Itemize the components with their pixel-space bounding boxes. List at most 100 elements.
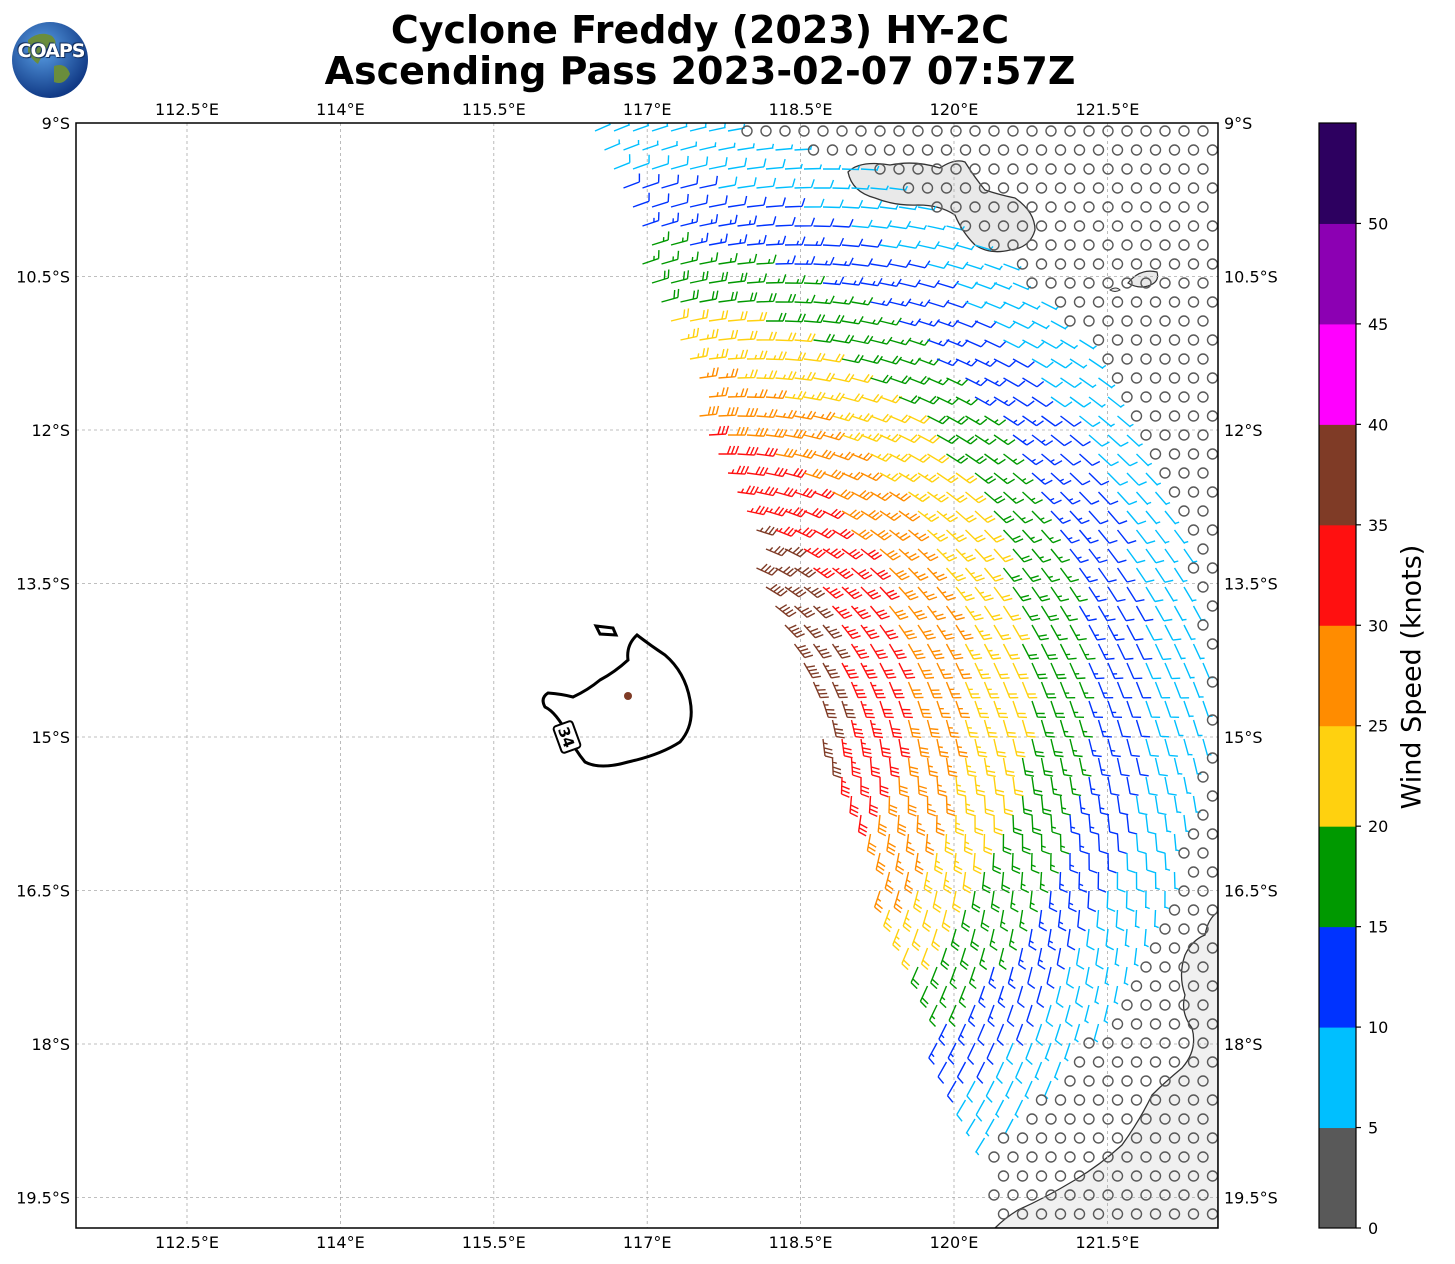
- wind-barb: [1040, 643, 1058, 660]
- wind-barb: [936, 548, 958, 562]
- wind-calm-circle: [1178, 999, 1190, 1011]
- wind-barb: [1107, 738, 1121, 758]
- wind-barb: [718, 368, 739, 379]
- wind-barb: [851, 258, 874, 267]
- wind-barb: [1126, 738, 1140, 757]
- wind-calm-circle: [826, 144, 839, 156]
- wind-barb: [1057, 909, 1067, 932]
- wind-barb: [1059, 529, 1080, 544]
- wind-barb: [1059, 567, 1079, 583]
- wind-barb: [945, 719, 960, 738]
- wind-calm-circle: [1178, 353, 1190, 365]
- wind-barb: [756, 563, 779, 576]
- wind-barb: [756, 216, 777, 227]
- wind-barb: [794, 217, 816, 227]
- coaps-logo: [10, 20, 90, 100]
- wind-barb: [822, 353, 845, 363]
- wind-barb: [955, 358, 978, 367]
- wind-calm-circle: [1187, 296, 1200, 308]
- colorbar-tick-label: 45: [1368, 315, 1388, 334]
- wind-barb: [931, 928, 941, 952]
- wind-barb: [917, 241, 940, 250]
- wind-calm-circle: [1178, 239, 1190, 251]
- wind-barb: [642, 250, 660, 265]
- wind-barb: [1104, 966, 1110, 986]
- wind-barb: [970, 928, 980, 951]
- wind-calm-circle: [1206, 258, 1218, 270]
- wind-calm-circle: [1045, 1113, 1057, 1125]
- wind-barb: [699, 142, 717, 151]
- wind-barb: [1010, 890, 1019, 913]
- wind-calm-circle: [1206, 372, 1218, 384]
- wind-calm-circle: [1178, 277, 1190, 289]
- wind-barb: [898, 318, 922, 327]
- wind-calm-circle: [1130, 372, 1143, 384]
- wind-calm-circle: [959, 220, 972, 232]
- wind-barb: [1041, 377, 1064, 388]
- wind-barb: [1086, 928, 1095, 951]
- wind-barb: [651, 155, 670, 170]
- wind-calm-circle: [1197, 923, 1209, 935]
- wind-barb: [860, 239, 883, 248]
- wind-calm-circle: [1178, 923, 1190, 935]
- wind-barb: [718, 291, 738, 303]
- wind-calm-circle: [1140, 1037, 1152, 1049]
- wind-barb: [870, 413, 893, 423]
- wind-barb: [765, 197, 786, 208]
- wind-barb: [1078, 605, 1097, 622]
- wind-barb: [765, 158, 786, 170]
- wind-barb: [1050, 776, 1063, 797]
- wind-barb: [1035, 1023, 1044, 1047]
- wind-barb: [803, 314, 826, 324]
- wind-barb: [995, 1061, 1005, 1084]
- wind-calm-circle: [1035, 1170, 1048, 1182]
- wind-barb: [974, 700, 990, 719]
- wind-calm-circle: [969, 163, 981, 175]
- wind-barb: [989, 928, 998, 951]
- wind-barb: [1021, 757, 1035, 777]
- wind-calm-circle: [1187, 866, 1200, 878]
- wind-barb: [1154, 833, 1166, 854]
- wind-barb: [940, 947, 950, 971]
- wind-barb: [794, 410, 817, 420]
- wind-barb: [902, 909, 912, 933]
- wind-calm-circle: [1159, 1037, 1171, 1049]
- wind-barb: [1027, 966, 1036, 989]
- wind-barb: [1002, 567, 1023, 582]
- wind-calm-circle: [1159, 961, 1171, 973]
- wind-barb: [1084, 1004, 1090, 1024]
- wind-calm-circle: [1064, 163, 1076, 175]
- wind-barb: [898, 205, 918, 211]
- wind-barb: [908, 299, 931, 308]
- wind-barb: [775, 448, 798, 458]
- wind-calm-circle: [1197, 1037, 1209, 1049]
- wind-calm-circle: [760, 125, 772, 137]
- wind-barb: [1040, 605, 1060, 622]
- wind-calm-circle: [931, 125, 943, 137]
- lon-tick-bottom: 121.5°E: [1075, 1233, 1139, 1252]
- wind-barb: [832, 184, 851, 190]
- wind-calm-circle: [1168, 182, 1181, 194]
- wind-calm-circle: [1092, 334, 1105, 346]
- wind-calm-circle: [1187, 904, 1200, 916]
- wind-barb: [841, 165, 861, 171]
- wind-barb: [926, 757, 939, 778]
- wind-barb: [870, 297, 893, 307]
- wind-barb: [907, 567, 929, 581]
- wind-barb: [775, 604, 797, 618]
- wind-calm-circle: [978, 220, 991, 232]
- wind-barb: [927, 377, 950, 386]
- wind-barb: [955, 548, 976, 562]
- wind-calm-circle: [1083, 1113, 1095, 1125]
- wind-barb: [784, 352, 807, 362]
- wind-barb: [889, 453, 912, 463]
- wind-barb: [1145, 472, 1162, 486]
- wind-barb: [893, 890, 903, 914]
- colorbar-segment: [1319, 926, 1356, 1028]
- wind-barb: [737, 330, 758, 341]
- wind-barb: [917, 318, 941, 327]
- wind-barb: [1097, 643, 1115, 660]
- wind-barb: [1097, 833, 1108, 855]
- wind-calm-circle: [1130, 980, 1143, 992]
- wind-calm-circle: [1130, 1132, 1143, 1144]
